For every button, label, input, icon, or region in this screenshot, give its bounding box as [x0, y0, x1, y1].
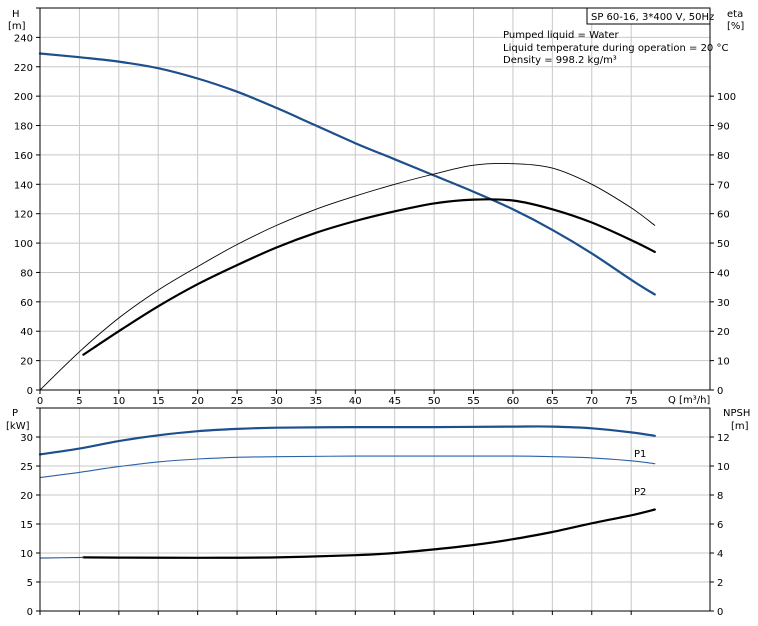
top-right-axis-label-line1: eta: [727, 9, 743, 20]
bottom-right-tick-label: 12: [717, 433, 730, 444]
top-right-tick-label: 70: [717, 180, 730, 191]
x-tick-label: 20: [191, 396, 204, 407]
top-left-axis-label-line2: [m]: [8, 21, 26, 32]
x-tick-label: 40: [349, 396, 362, 407]
x-tick-label: 65: [546, 396, 559, 407]
top-gridlines: [40, 8, 710, 390]
bottom-left-axis-label-line1: P: [12, 408, 18, 419]
bottom-right-tick-label: 8: [717, 491, 723, 502]
x-tick-label: 30: [270, 396, 283, 407]
bottom-series-line-2: [82, 508, 656, 559]
bottom-left-tick-label: 20: [20, 491, 33, 502]
top-right-tick-label: 90: [717, 122, 730, 133]
top-left-tick-label: 0: [27, 386, 33, 397]
x-tick-label: 5: [76, 396, 82, 407]
top-left-tick-label: 160: [14, 151, 33, 162]
top-left-tick-label: 60: [20, 298, 33, 309]
top-left-tick-label: 40: [20, 327, 33, 338]
bottom-left-tick-label: 10: [20, 549, 33, 560]
x-tick-label: 0: [37, 396, 43, 407]
x-tick-label: 50: [428, 396, 441, 407]
bottom-left-tick-label: 15: [20, 520, 33, 531]
top-series-line-0: [38, 52, 656, 296]
condition-liquid-temperature: Liquid temperature during operation = 20…: [503, 43, 728, 54]
x-tick-label: 15: [152, 396, 165, 407]
title-box-text: SP 60-16, 3*400 V, 50Hz: [591, 12, 714, 23]
series-label-p1: P1: [634, 449, 646, 460]
top-right-tick-label: 30: [717, 298, 730, 309]
bottom-right-tick-label: 10: [717, 462, 730, 473]
x-tick-label: 70: [585, 396, 598, 407]
top-right-tick-label: 0: [717, 386, 723, 397]
bottom-series-line-3: [39, 556, 84, 559]
top-left-tick-label: 20: [20, 357, 33, 368]
top-series-group: [38, 52, 656, 391]
x-tick-label: 60: [507, 396, 520, 407]
top-left-tick-label: 80: [20, 268, 33, 279]
top-right-tick-label: 20: [717, 327, 730, 338]
top-left-tick-label: 240: [14, 33, 33, 44]
bottom-series-group: [38, 425, 656, 559]
top-right-tick-label: 60: [717, 210, 730, 221]
top-left-tick-label: 140: [14, 180, 33, 191]
top-plot-frame: [39, 7, 711, 391]
bottom-right-tick-label: 2: [717, 578, 723, 589]
x-tick-label: 25: [231, 396, 244, 407]
bottom-right-tick-label: 0: [717, 607, 723, 618]
condition-pumped-liquid: Pumped liquid = Water: [503, 30, 620, 41]
bottom-axis-ticks: 0 5 10 15 20 25 30 0 2 4 6 8 10 12: [20, 407, 730, 618]
x-tick-label: 75: [625, 396, 638, 407]
title-box: [586, 7, 711, 25]
top-right-tick-label: 80: [717, 151, 730, 162]
bottom-right-axis-label-line1: NPSH: [723, 408, 750, 419]
bottom-series-line-p2: [39, 455, 656, 479]
series-label-p2: P2: [634, 487, 646, 498]
bottom-plot-frame: [39, 407, 711, 612]
top-left-tick-label: 200: [14, 92, 33, 103]
x-tick-label: 45: [388, 396, 401, 407]
top-left-tick-label: 120: [14, 210, 33, 221]
top-series-line-1: [39, 163, 656, 391]
x-tick-label: 35: [310, 396, 323, 407]
top-left-tick-label: 180: [14, 122, 33, 133]
top-left-tick-label: 220: [14, 63, 33, 74]
top-right-tick-label: 10: [717, 357, 730, 368]
top-series-line-2: [82, 198, 656, 356]
bottom-series-line-p1: [38, 425, 656, 456]
top-left-axis-label-line1: H: [12, 9, 20, 20]
bottom-right-tick-label: 4: [717, 549, 723, 560]
condition-density: Density = 998.2 kg/m³: [503, 55, 617, 66]
bottom-left-tick-label: 0: [27, 607, 33, 618]
top-right-axis-label-line2: [%]: [727, 21, 744, 32]
bottom-right-axis-label-line2: [m]: [731, 421, 749, 432]
bottom-left-tick-label: 5: [27, 578, 33, 589]
top-left-tick-label: 100: [14, 239, 33, 250]
top-right-tick-label: 50: [717, 239, 730, 250]
x-axis-label: Q [m³/h]: [668, 395, 710, 406]
top-right-tick-label: 40: [717, 268, 730, 279]
bottom-left-axis-label-line2: [kW]: [6, 421, 30, 432]
bottom-left-tick-label: 25: [20, 462, 33, 473]
bottom-right-tick-label: 6: [717, 520, 723, 531]
x-tick-label: 10: [112, 396, 125, 407]
top-right-tick-label: 100: [717, 92, 736, 103]
bottom-left-tick-label: 30: [20, 433, 33, 444]
bottom-gridlines: [40, 408, 710, 611]
top-axis-ticks: 0 5 10 15 20 25 30 35 40 45 50 55 60 65 70 75 0 20 40 60 80 1…: [14, 7, 736, 407]
x-tick-label: 55: [467, 396, 480, 407]
